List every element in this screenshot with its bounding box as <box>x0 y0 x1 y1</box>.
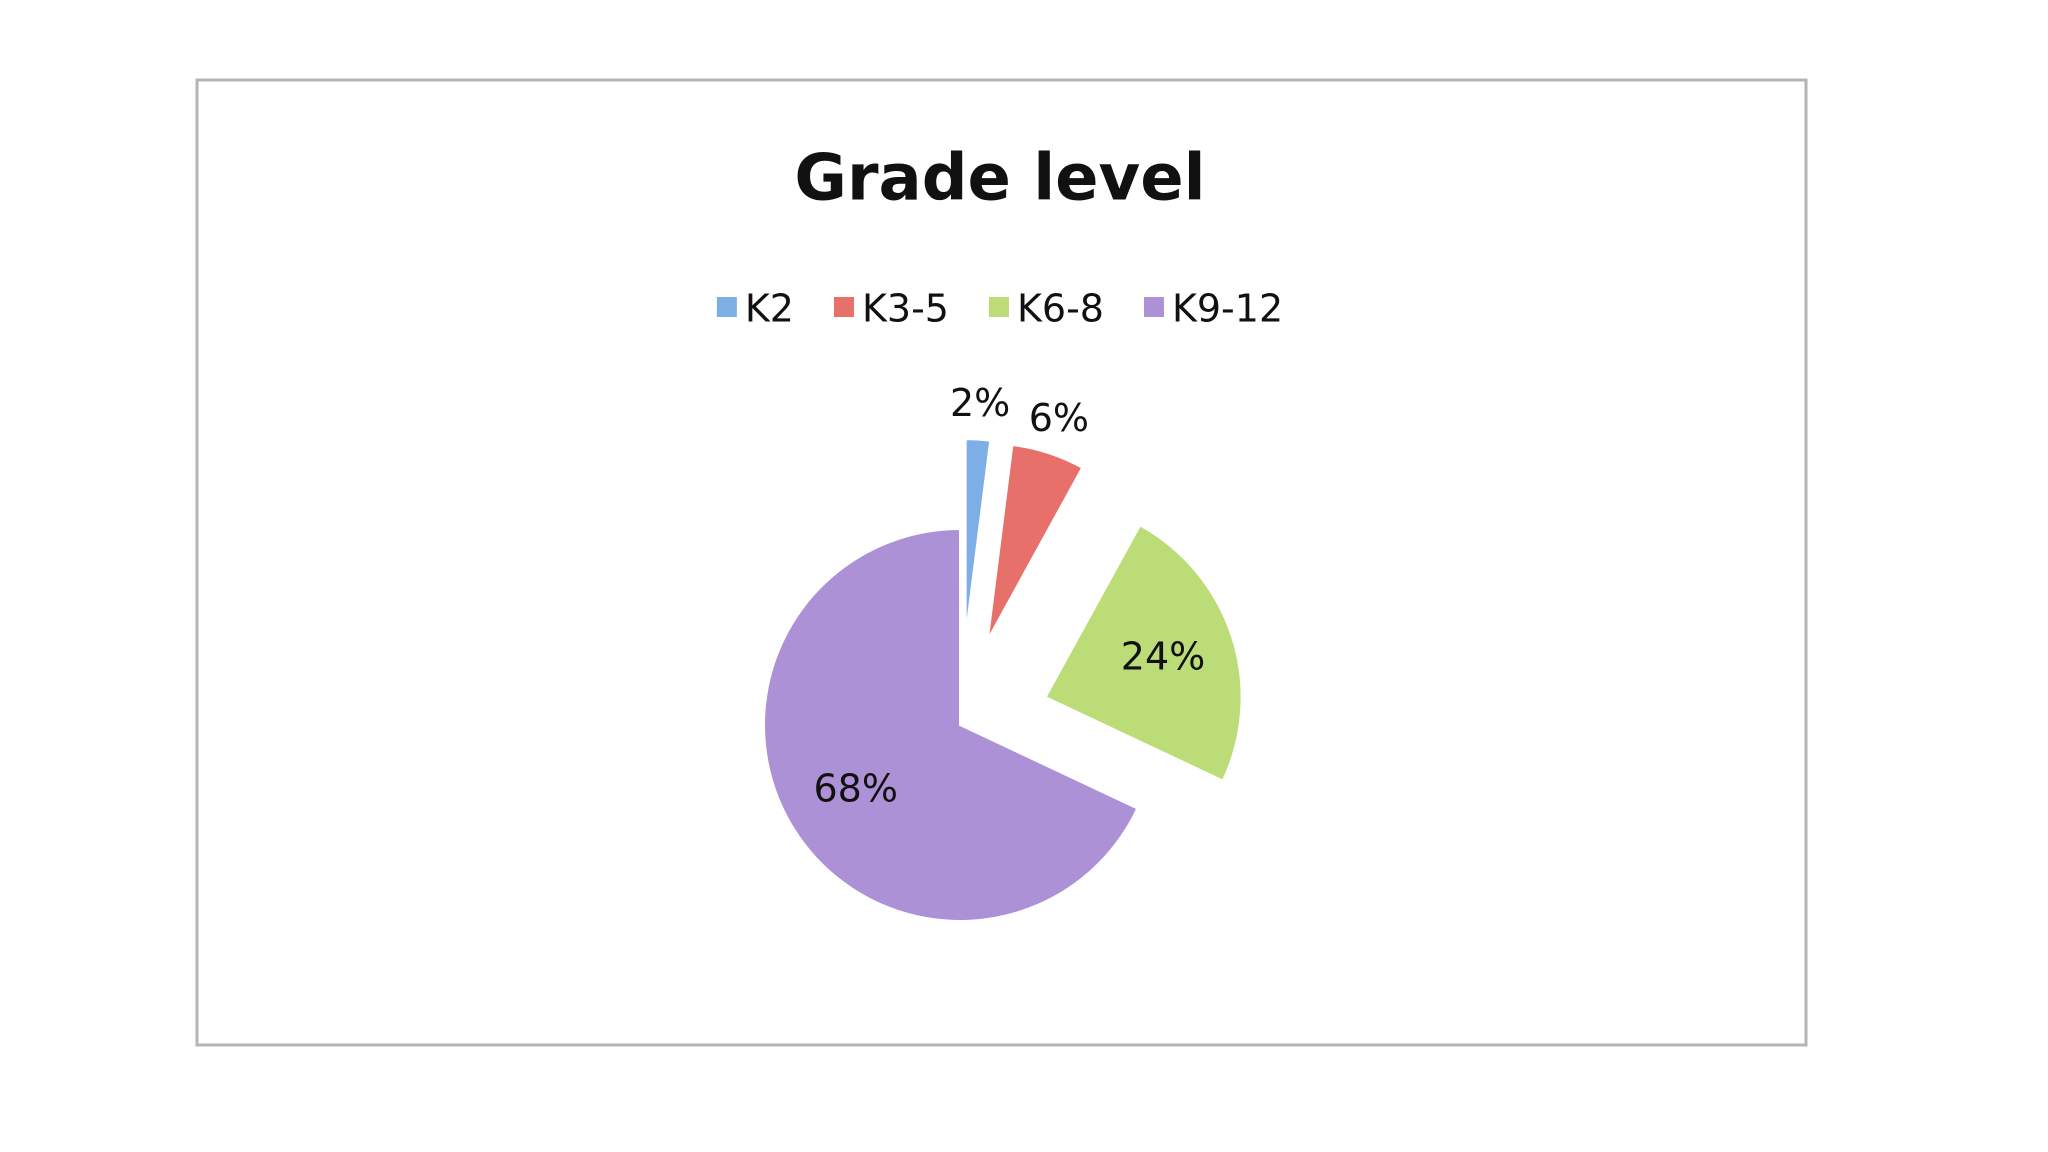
pie-slice <box>763 527 1139 922</box>
legend-label: K2 <box>745 287 794 331</box>
pie-slice <box>986 443 1084 640</box>
chart-title: Grade level <box>794 142 1205 216</box>
data-label: 6% <box>1029 396 1089 440</box>
pie-slice <box>1044 524 1243 782</box>
legend-label: K3-5 <box>862 287 949 331</box>
legend-label: K9-12 <box>1172 287 1283 331</box>
legend-swatch <box>988 297 1009 317</box>
data-label: 24% <box>1121 635 1205 679</box>
data-label: 68% <box>814 767 898 811</box>
legend-swatch <box>833 297 854 317</box>
pie-slice <box>964 438 992 636</box>
legend-swatch <box>1143 297 1164 317</box>
data-label: 2% <box>950 381 1010 425</box>
legend-label: K6-8 <box>1017 287 1104 331</box>
legend-swatch <box>716 297 737 317</box>
legend: K2 K3-5 K6-8 K9-12 <box>716 287 1283 331</box>
